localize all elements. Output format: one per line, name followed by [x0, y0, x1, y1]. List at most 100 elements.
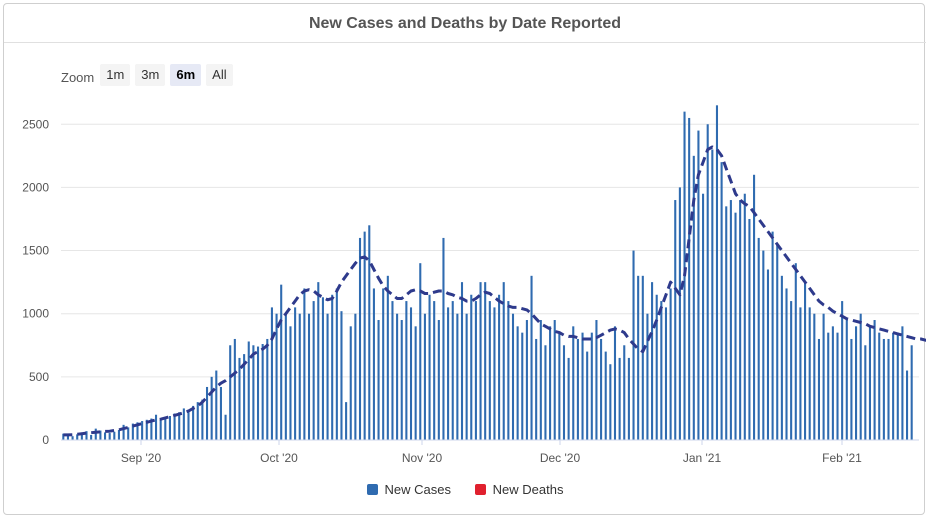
case-bar: [600, 338, 603, 440]
case-bar: [674, 200, 677, 440]
case-bar: [159, 419, 162, 440]
case-bar: [354, 313, 357, 440]
case-bar: [201, 399, 204, 440]
zoom-6m-button[interactable]: 6m: [170, 64, 202, 86]
y-tick-label: 500: [29, 370, 49, 384]
case-bar: [855, 326, 858, 440]
case-bar: [205, 386, 209, 440]
zoom-3m-button[interactable]: 3m: [135, 64, 166, 86]
case-bar: [247, 341, 250, 440]
case-bar: [113, 431, 116, 440]
case-bar: [498, 294, 501, 440]
legend-new-cases[interactable]: New Cases: [366, 482, 451, 497]
average-line: [63, 145, 926, 437]
case-bar: [215, 370, 218, 440]
case-bar: [90, 434, 93, 440]
case-bar: [433, 301, 436, 440]
case-bar: [150, 418, 153, 440]
case-bar: [785, 288, 788, 440]
case-bar: [298, 313, 301, 440]
case-bar: [595, 320, 598, 440]
case-bar: [117, 429, 120, 440]
case-bar: [428, 294, 431, 440]
case-bar: [451, 301, 454, 440]
case-bar: [873, 320, 876, 440]
case-bar: [219, 386, 222, 440]
case-bar: [882, 338, 885, 440]
case-bar: [817, 338, 821, 440]
case-bar: [641, 275, 644, 440]
case-bar: [804, 282, 807, 440]
case-bar: [368, 225, 371, 440]
case-bar: [266, 338, 269, 440]
case-bar: [618, 357, 621, 440]
legend-new-deaths[interactable]: New Deaths: [474, 482, 563, 497]
case-bar: [372, 288, 375, 440]
case-bar: [776, 244, 779, 440]
case-bar: [553, 320, 556, 440]
case-bar: [558, 332, 561, 440]
case-bar: [400, 320, 403, 440]
case-bar: [94, 428, 97, 440]
case-bar: [896, 332, 899, 440]
zoom-all-button[interactable]: All: [206, 64, 233, 86]
case-bar: [887, 338, 890, 440]
case-bar: [331, 294, 334, 440]
case-bar: [62, 433, 65, 440]
case-bar: [743, 193, 746, 440]
case-bar: [590, 332, 593, 440]
case-bar: [567, 357, 570, 440]
case-bar: [525, 320, 528, 440]
case-bar: [340, 311, 343, 440]
case-bar: [831, 326, 834, 440]
case-bar: [572, 326, 575, 440]
case-bar: [391, 301, 394, 440]
case-bar: [238, 357, 241, 440]
zoom-1m-button[interactable]: 1m: [100, 64, 131, 86]
case-bar: [447, 307, 450, 440]
case-bar: [753, 174, 756, 440]
y-tick-label: 2500: [22, 117, 49, 131]
case-bar: [335, 288, 338, 440]
case-bar: [711, 149, 714, 440]
case-bar: [646, 313, 649, 440]
case-bar: [868, 326, 872, 440]
case-bar: [576, 338, 579, 440]
case-bar: [706, 124, 709, 440]
case-bar: [182, 408, 185, 440]
case-bar: [405, 301, 408, 440]
case-bar: [697, 130, 700, 440]
case-bar: [76, 434, 79, 440]
case-bar: [836, 332, 839, 440]
case-bar: [127, 427, 130, 440]
case-bar: [233, 338, 236, 440]
x-tick-label: Feb '21: [822, 451, 862, 465]
case-bar: [284, 313, 287, 440]
chart-legend: New Cases New Deaths: [4, 482, 926, 498]
chart-title: New Cases and Deaths by Date Reported: [4, 4, 926, 43]
case-bar: [725, 206, 728, 440]
case-bar: [85, 431, 88, 440]
case-bar: [363, 231, 366, 440]
case-bar: [280, 284, 283, 440]
case-bar: [720, 162, 723, 441]
case-bar: [442, 237, 445, 440]
case-bar: [289, 326, 292, 440]
case-bar: [766, 269, 770, 440]
case-bar: [484, 282, 487, 440]
case-bar: [145, 419, 148, 440]
x-tick-label: Jan '21: [683, 451, 722, 465]
case-bar: [530, 275, 533, 440]
case-bar: [822, 313, 825, 440]
case-bar: [562, 345, 566, 440]
case-bar: [99, 430, 102, 440]
zoom-bar: Zoom 1m 3m 6m All: [61, 64, 238, 86]
x-tick-label: Nov '20: [402, 451, 443, 465]
case-bar: [651, 282, 654, 440]
case-bar: [409, 307, 413, 440]
case-bar: [808, 307, 811, 440]
case-bar: [317, 282, 320, 440]
case-bar: [660, 301, 663, 440]
case-bar: [790, 301, 793, 440]
case-bar: [516, 326, 519, 440]
